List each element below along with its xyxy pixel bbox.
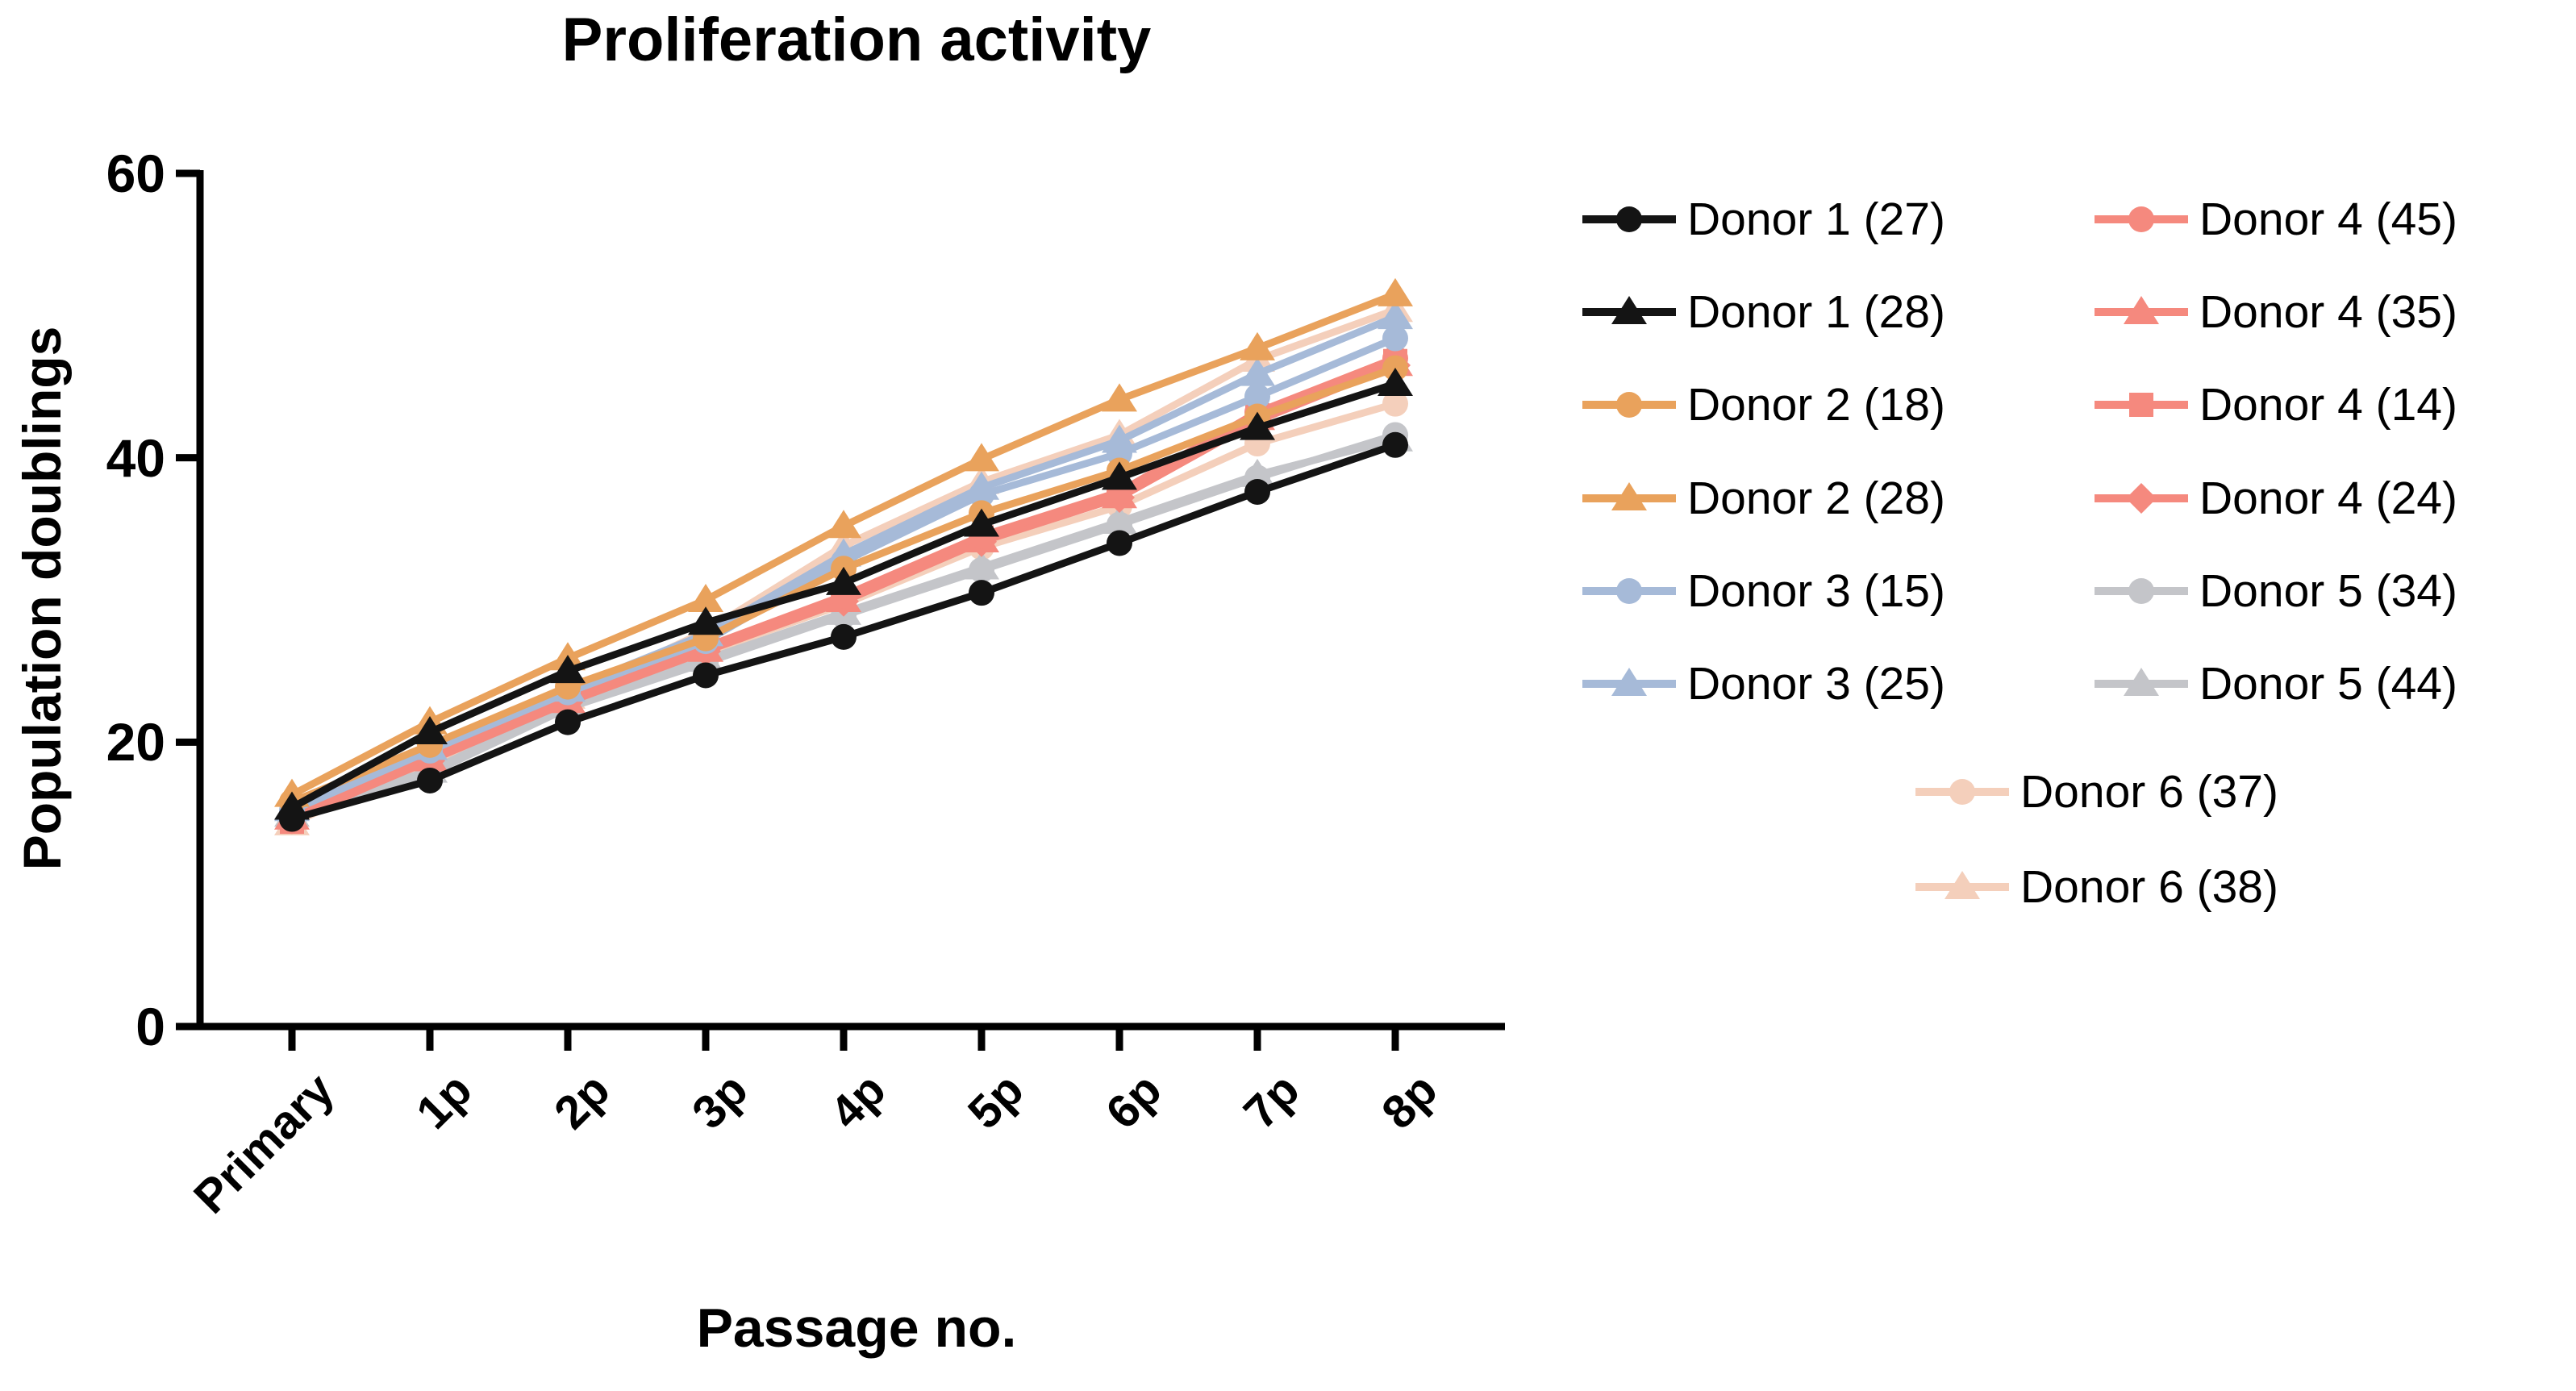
circle-marker-icon [969,580,994,606]
triangle-marker-icon [826,566,861,595]
circle-marker-icon [1616,578,1642,604]
legend-item-donor-6-38: Donor 6 (38) [1912,861,2278,913]
legend-item-label: Donor 5 (34) [2199,565,2457,617]
triangle-marker-icon [1378,301,1413,330]
legend-item-label: Donor 5 (44) [2199,658,2457,710]
legend-item-label: Donor 3 (25) [1687,658,1945,710]
legend-item-label: Donor 3 (15) [1687,565,1945,617]
circle-marker-icon [555,709,581,735]
y-tick-label: 60 [106,144,165,203]
triangle-marker-icon [2124,296,2159,324]
legend-item-donor-5-44: Donor 5 (44) [2091,658,2457,710]
square-marker-icon [2095,393,2188,417]
legend-item-label: Donor 2 (28) [1687,473,1945,524]
legend-item-donor-1-28: Donor 1 (28) [1579,286,1945,338]
triangle-marker-icon [688,584,723,612]
legend-item-donor-3-25: Donor 3 (25) [1579,658,1945,710]
square-marker-icon [2129,393,2153,417]
circle-marker-icon [1915,779,2009,805]
triangle-marker-icon [1611,668,1647,696]
circle-marker-icon [1582,392,1676,418]
triangle-marker-icon [1240,411,1275,440]
y-axis-label: Population doublings [12,326,72,871]
triangle-marker-icon [412,715,448,744]
triangle-marker-icon [1240,357,1275,386]
series-donor-1-27 [279,431,1408,832]
circle-marker-icon [1582,206,1676,232]
legend-item-donor-4-45: Donor 4 (45) [2091,194,2457,245]
legend-item-label: Donor 6 (38) [2020,861,2278,913]
triangle-marker-icon [1102,383,1137,412]
x-axis-label: Passage no. [696,1297,1017,1359]
y-tick-label: 0 [135,997,165,1056]
circle-marker-icon [2095,206,2188,232]
triangle-marker-icon [2095,668,2188,696]
legend-item-donor-2-28: Donor 2 (28) [1579,473,1945,524]
chart-title: Proliferation activity [561,6,1152,74]
circle-marker-icon [2095,578,2188,604]
legend-item-label: Donor 6 (37) [2020,766,2278,818]
triangle-marker-icon [1582,296,1676,324]
legend-item-donor-3-15: Donor 3 (15) [1579,565,1945,617]
legend-item-donor-1-27: Donor 1 (27) [1579,194,1945,245]
triangle-marker-icon [688,606,723,635]
triangle-marker-icon [1378,367,1413,396]
circle-marker-icon [417,767,443,793]
circle-marker-icon [279,806,305,832]
legend-item-label: Donor 1 (27) [1687,194,1945,245]
circle-marker-icon [1949,779,1975,805]
circle-marker-icon [831,623,857,650]
circle-marker-icon [1616,206,1642,232]
circle-marker-icon [1382,431,1408,458]
triangle-marker-icon [1102,461,1137,490]
diamond-marker-icon [2095,483,2188,514]
legend-item-donor-4-35: Donor 4 (35) [2091,286,2457,338]
triangle-marker-icon [1611,296,1647,324]
circle-marker-icon [1107,511,1132,538]
legend-item-label: Donor 1 (28) [1687,286,1945,338]
triangle-marker-icon [1945,871,1980,899]
legend-item-donor-5-34: Donor 5 (34) [2091,565,2457,617]
circle-marker-icon [1244,478,1270,505]
triangle-marker-icon [826,510,861,539]
circle-marker-icon [1382,325,1408,352]
diamond-marker-icon [2126,483,2157,514]
legend-item-donor-6-37: Donor 6 (37) [1912,766,2278,818]
circle-marker-icon [1582,578,1676,604]
triangle-marker-icon [1582,668,1676,696]
triangle-marker-icon [1915,871,2009,899]
triangle-marker-icon [1611,482,1647,510]
legend-item-label: Donor 4 (24) [2199,473,2457,524]
triangle-marker-icon [2095,296,2188,324]
legend-item-donor-2-18: Donor 2 (18) [1579,379,1945,431]
triangle-marker-icon [1582,482,1676,510]
legend-item-label: Donor 2 (18) [1687,379,1945,431]
triangle-marker-icon [964,508,999,537]
circle-marker-icon [1107,530,1132,556]
triangle-marker-icon [2124,668,2159,696]
legend-item-donor-4-14: Donor 4 (14) [2091,379,2457,431]
y-tick-label: 20 [106,712,165,773]
circle-marker-icon [969,481,994,508]
legend-item-label: Donor 4 (45) [2199,194,2457,245]
circle-marker-icon [2128,206,2154,232]
triangle-marker-icon [1240,331,1275,360]
circle-marker-icon [1244,383,1270,410]
triangle-marker-icon [1378,277,1413,306]
legend-item-label: Donor 4 (14) [2199,379,2457,431]
circle-marker-icon [693,662,719,689]
triangle-marker-icon [550,655,586,684]
circle-marker-icon [969,556,994,583]
triangle-marker-icon [964,443,999,472]
circle-marker-icon [1616,392,1642,418]
circle-marker-icon [1382,390,1408,417]
y-tick-label: 40 [106,427,165,488]
legend-item-label: Donor 4 (35) [2199,286,2457,338]
legend-item-donor-4-24: Donor 4 (24) [2091,473,2457,524]
circle-marker-icon [2128,578,2154,604]
